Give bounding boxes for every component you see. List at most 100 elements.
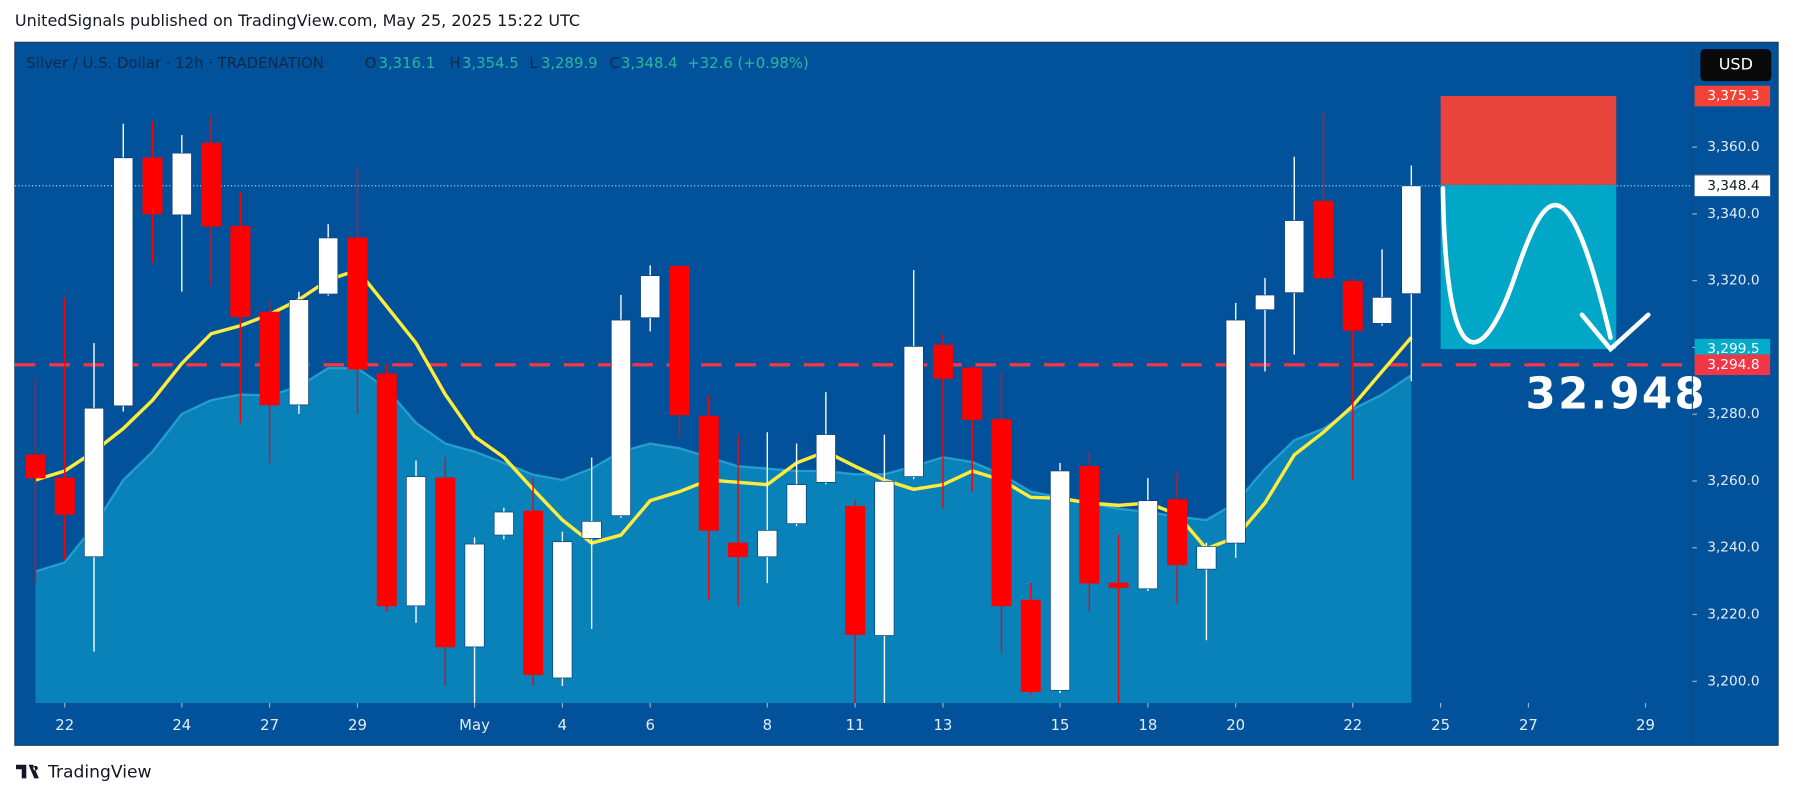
- candle-body: [1020, 599, 1041, 692]
- candle-body: [552, 541, 573, 679]
- x-tick-label: 18: [1138, 716, 1157, 734]
- candle-body: [815, 434, 836, 483]
- y-tick-label: 3,220.0: [1707, 607, 1759, 623]
- x-tick-label: 25: [1431, 716, 1450, 734]
- plot-area: [14, 96, 1693, 703]
- candle-body: [610, 319, 631, 517]
- currency: USD: [1719, 55, 1753, 74]
- x-tick-label: 29: [1636, 716, 1655, 734]
- y-tick-label: 3,280.0: [1707, 406, 1759, 422]
- candle-body: [786, 484, 807, 525]
- x-tick-label: 8: [763, 716, 772, 734]
- annotation: 32.948: [1526, 369, 1707, 419]
- price-label: 3,348.4: [1707, 178, 1759, 194]
- stop-zone: [1440, 96, 1617, 185]
- candle-body: [1401, 185, 1422, 295]
- candle-body: [1079, 465, 1100, 584]
- candle-body: [640, 275, 661, 319]
- candle-body: [1108, 582, 1129, 588]
- candle-body: [962, 367, 983, 420]
- candle-body: [698, 415, 719, 531]
- candle-body: [1342, 280, 1363, 331]
- currency-button: [1700, 49, 1772, 82]
- price-label: 3,375.3: [1707, 88, 1759, 104]
- change: +32.6 (+0.98%): [687, 54, 809, 72]
- candle-body: [523, 510, 544, 675]
- x-tick-label: 11: [846, 716, 865, 734]
- candle-body: [435, 477, 456, 648]
- candle-body: [1196, 546, 1217, 570]
- candle-body: [83, 407, 104, 558]
- x-tick-label: 27: [1519, 716, 1538, 734]
- x-tick-label: 13: [933, 716, 952, 734]
- candle-body: [1372, 297, 1393, 324]
- candle-body: [406, 476, 427, 607]
- y-tick-label: 3,260.0: [1707, 473, 1759, 489]
- x-tick-label: 27: [260, 716, 279, 734]
- x-tick-label: 24: [172, 716, 191, 734]
- price-label: 3,294.8: [1707, 357, 1759, 373]
- x-tick-label: May: [459, 716, 490, 734]
- candle-body: [493, 511, 514, 536]
- price-label-box: [1694, 175, 1771, 197]
- candle-body: [142, 157, 163, 215]
- x-tick-label: 29: [348, 716, 367, 734]
- candle-body: [25, 454, 46, 479]
- publish-header: UnitedSignals published on TradingView.c…: [15, 11, 580, 30]
- y-tick-label: 3,340.0: [1707, 206, 1759, 222]
- candle-body: [581, 521, 602, 539]
- y-tick-label: 3,240.0: [1707, 540, 1759, 556]
- candle-body: [1254, 294, 1275, 311]
- candle-body: [288, 299, 309, 406]
- candle-body: [464, 543, 485, 648]
- candle-body: [669, 265, 690, 416]
- candle-body: [259, 311, 280, 406]
- ohlc-label: O: [365, 54, 377, 72]
- x-tick-label: 20: [1226, 716, 1245, 734]
- ohlc-value: 3,354.5: [462, 54, 519, 72]
- price-label-box: [1694, 85, 1771, 107]
- candle-body: [1284, 220, 1305, 294]
- candle-body: [757, 530, 778, 558]
- candle-body: [113, 157, 134, 407]
- candle-body: [874, 480, 895, 636]
- x-tick-label: 22: [55, 716, 74, 734]
- y-tick-label: 3,320.0: [1707, 273, 1759, 289]
- candle-body: [201, 142, 222, 227]
- candle-body: [932, 344, 953, 379]
- price-label: 3,299.5: [1707, 341, 1759, 357]
- tradingview-logo: TradingView: [16, 763, 152, 783]
- candle-body: [171, 152, 192, 216]
- candle-body: [845, 506, 866, 635]
- ohlc-label: H: [449, 54, 460, 72]
- candle-body: [903, 346, 924, 477]
- brand: TradingView: [47, 763, 151, 783]
- candle-body: [991, 419, 1012, 607]
- price-label-box: [1694, 338, 1771, 360]
- y-tick-label: 3,360.0: [1707, 139, 1759, 155]
- plot: 32.948 3,200.0 3,220.0 3,240.0 3,260.0 3,280.…: [14, 42, 1772, 746]
- candle-body: [1137, 500, 1158, 590]
- y-tick-label: 3,200.0: [1707, 673, 1759, 689]
- candle-body: [728, 542, 749, 558]
- candle-body: [347, 237, 368, 370]
- x-tick-label: 6: [645, 716, 654, 734]
- x-tick-label: 15: [1051, 716, 1070, 734]
- ohlc-value: 3,348.4: [621, 54, 678, 72]
- candle-body: [54, 477, 75, 515]
- ohlc-value: 3,289.9: [541, 54, 598, 72]
- ohlc-value: 3,316.1: [378, 54, 435, 72]
- candle-body: [318, 237, 339, 295]
- ohlc-label: L: [529, 54, 538, 72]
- candle-body: [230, 225, 251, 318]
- candle-body: [376, 373, 397, 607]
- ohlc-label: C: [609, 54, 619, 72]
- x-tick-label: 4: [558, 716, 567, 734]
- logo-icon: [16, 764, 39, 779]
- chart-title: Silver / U.S. Dollar · 12h · TRADENATION: [26, 54, 324, 72]
- price-label-box: [1694, 354, 1771, 376]
- candle-body: [1313, 200, 1334, 279]
- candle-body: [1050, 470, 1071, 691]
